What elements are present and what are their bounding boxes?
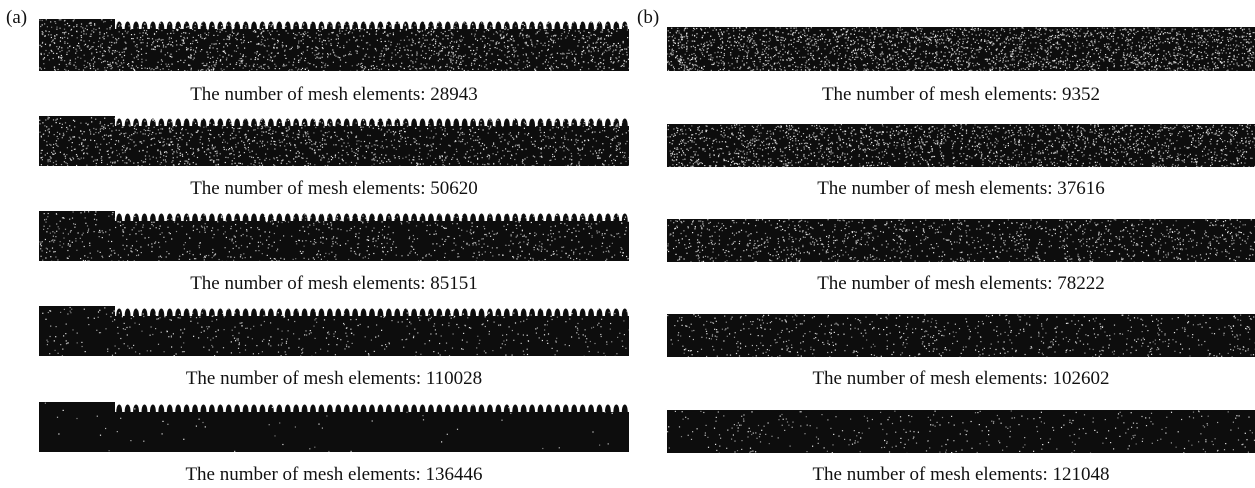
mesh-caption: The number of mesh elements: 102602 [812,368,1110,389]
mesh-domain [667,314,1255,357]
mesh-a-4 [39,306,629,356]
mesh-caption: The number of mesh elements: 110028 [185,368,483,389]
mesh-a-1 [39,19,629,71]
mesh-speckle [667,314,1255,357]
mesh-a-2 [39,116,629,166]
mesh-speckle [667,27,1255,71]
mesh-b-5 [667,410,1255,453]
mesh-b-3 [667,219,1255,262]
mesh-domain [39,402,629,452]
mesh-b-4 [667,314,1255,357]
mesh-domain [39,306,629,356]
mesh-speckle [667,219,1255,262]
mesh-domain [667,410,1255,453]
mesh-caption: The number of mesh elements: 121048 [812,464,1110,485]
mesh-b-1 [667,27,1255,71]
mesh-speckle [39,19,629,71]
mesh-a-3 [39,211,629,261]
panel-a-label: (a) [6,7,28,28]
mesh-caption: The number of mesh elements: 28943 [190,84,478,105]
mesh-a-5 [39,402,629,452]
panel-b-label: (b) [637,7,660,28]
mesh-domain [39,19,629,71]
mesh-speckle [39,116,629,166]
mesh-caption: The number of mesh elements: 78222 [817,273,1105,294]
mesh-speckle [667,124,1255,167]
mesh-caption: The number of mesh elements: 37616 [817,178,1105,199]
mesh-domain [39,116,629,166]
mesh-caption: The number of mesh elements: 136446 [185,464,483,485]
mesh-caption: The number of mesh elements: 85151 [190,273,478,294]
mesh-caption: The number of mesh elements: 9352 [821,84,1101,105]
mesh-speckle [667,410,1255,453]
mesh-caption: The number of mesh elements: 50620 [190,178,478,199]
mesh-b-2 [667,124,1255,167]
